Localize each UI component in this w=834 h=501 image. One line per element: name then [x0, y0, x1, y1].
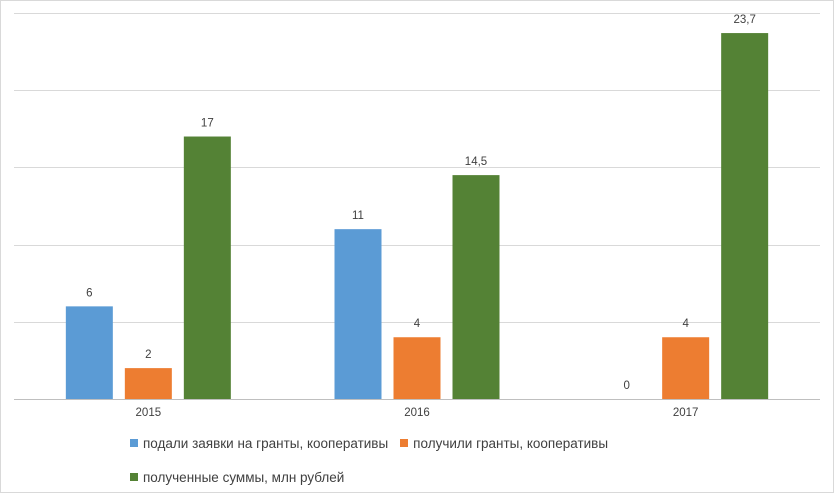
bar	[662, 337, 710, 399]
data-label: 23,7	[733, 14, 755, 26]
legend-label-grants-received: получили гранты, кооперативы	[413, 435, 609, 451]
legend-row-1: подали заявки на гранты, кооперативы пол…	[130, 433, 750, 453]
data-label: 0	[623, 380, 629, 392]
bar	[393, 337, 441, 399]
data-label: 4	[682, 318, 689, 330]
bar	[183, 136, 231, 399]
data-label: 17	[201, 118, 214, 130]
legend-swatch-grants-received	[400, 439, 409, 447]
data-label: 4	[414, 318, 421, 330]
legend-item-grants-received: получили гранты, кооперативы	[400, 436, 608, 451]
data-label: 14,5	[465, 156, 487, 168]
data-label: 2	[145, 349, 151, 361]
legend-item-applications: подали заявки на гранты, кооперативы	[130, 436, 388, 451]
bar	[334, 229, 382, 399]
bar-chart: 6 2 17 2015 11 4 14,5 2016 0 4 23,7 2017	[14, 13, 820, 419]
data-label: 11	[352, 210, 364, 222]
legend-item-sums: полученные суммы, млн рублей	[130, 470, 344, 485]
bar	[721, 33, 769, 400]
data-label: 6	[86, 287, 92, 299]
legend-label-applications: подали заявки на гранты, кооперативы	[143, 435, 389, 451]
legend-swatch-sums	[130, 473, 138, 481]
x-tick-label: 2015	[136, 407, 162, 419]
x-tick-label: 2016	[404, 407, 430, 419]
bar	[65, 306, 113, 399]
chart-legend: подали заявки на гранты, кооперативы пол…	[130, 433, 750, 501]
legend-swatch-applications	[130, 439, 138, 447]
legend-row-2: полученные суммы, млн рублей	[130, 467, 750, 487]
bar	[124, 368, 172, 399]
legend-label-sums: полученные суммы, млн рублей	[143, 469, 345, 485]
bar	[452, 175, 500, 399]
x-tick-label: 2017	[673, 407, 699, 419]
